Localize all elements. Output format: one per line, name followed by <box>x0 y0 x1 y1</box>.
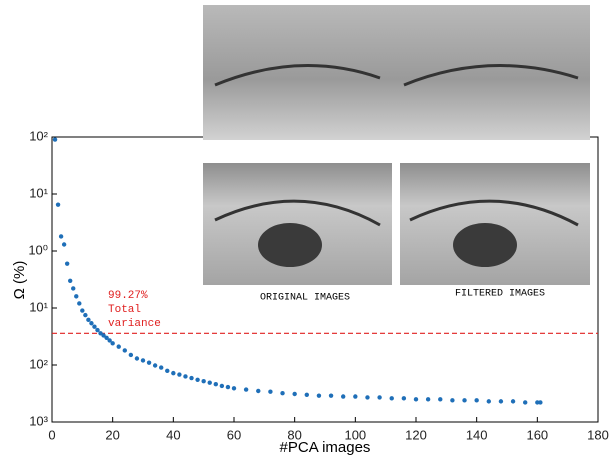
point <box>402 396 406 400</box>
y-axis-label: Ω (%) <box>11 261 28 300</box>
point <box>341 394 345 398</box>
point <box>117 344 121 348</box>
x-tick-label: 160 <box>526 427 548 442</box>
x-tick-label: 0 <box>48 427 55 442</box>
point <box>377 395 381 399</box>
point <box>59 234 63 238</box>
point <box>56 202 60 206</box>
point <box>141 358 145 362</box>
image-label: ORIGINAL IMAGES <box>260 293 350 304</box>
point <box>171 371 175 375</box>
point <box>305 393 309 397</box>
point <box>462 398 466 402</box>
point <box>177 372 181 376</box>
point <box>92 324 96 328</box>
point <box>499 399 503 403</box>
eye-images <box>203 5 590 285</box>
point <box>129 353 133 357</box>
point <box>220 384 224 388</box>
point <box>474 398 478 402</box>
point <box>226 385 230 389</box>
point <box>80 308 84 312</box>
x-tick-label: 180 <box>587 427 609 442</box>
point <box>123 348 127 352</box>
point <box>414 397 418 401</box>
point <box>329 393 333 397</box>
point <box>353 394 357 398</box>
point <box>89 321 93 325</box>
point <box>68 279 72 283</box>
y-tick-label: 10² <box>29 356 48 371</box>
x-tick-label: 40 <box>166 427 180 442</box>
point <box>426 397 430 401</box>
point <box>110 341 114 345</box>
x-tick-label: 80 <box>287 427 301 442</box>
point <box>450 398 454 402</box>
point <box>195 378 199 382</box>
point <box>292 392 296 396</box>
point <box>365 395 369 399</box>
y-tick-label: 10¹ <box>29 299 48 314</box>
x-tick-label: 140 <box>466 427 488 442</box>
point <box>214 382 218 386</box>
point <box>511 399 515 403</box>
image-label: FILTERED IMAGES <box>455 289 545 300</box>
point <box>256 389 260 393</box>
point <box>189 376 193 380</box>
threshold-label: variance <box>108 318 161 330</box>
point <box>244 387 248 391</box>
point <box>95 328 99 332</box>
y-tick-label: 10² <box>29 128 48 143</box>
point <box>538 400 542 404</box>
threshold-label: Total <box>108 304 141 316</box>
point <box>62 242 66 246</box>
point <box>86 318 90 322</box>
point <box>83 313 87 317</box>
point <box>280 391 284 395</box>
y-tick-label: 10⁰ <box>28 242 48 257</box>
x-tick-label: 60 <box>227 427 241 442</box>
x-tick-label: 20 <box>105 427 119 442</box>
point <box>317 393 321 397</box>
point <box>487 399 491 403</box>
y-tick-label: 10¹ <box>29 185 48 200</box>
point <box>74 294 78 298</box>
point <box>438 397 442 401</box>
point <box>153 363 157 367</box>
x-tick-label: 100 <box>344 427 366 442</box>
point <box>268 390 272 394</box>
point <box>201 379 205 383</box>
point <box>135 356 139 360</box>
point <box>53 137 57 141</box>
point <box>77 301 81 305</box>
point <box>232 386 236 390</box>
threshold-label: 99.27% <box>108 290 148 302</box>
point <box>159 365 163 369</box>
chart: ORIGINAL IMAGES FILTERED IMAGES #PCA ima… <box>0 0 612 459</box>
point <box>65 261 69 265</box>
point <box>523 400 527 404</box>
y-tick-label: 10³ <box>29 413 48 428</box>
point <box>71 286 75 290</box>
point <box>390 396 394 400</box>
point <box>147 360 151 364</box>
point <box>208 380 212 384</box>
x-tick-label: 120 <box>405 427 427 442</box>
point <box>183 374 187 378</box>
point <box>165 369 169 373</box>
